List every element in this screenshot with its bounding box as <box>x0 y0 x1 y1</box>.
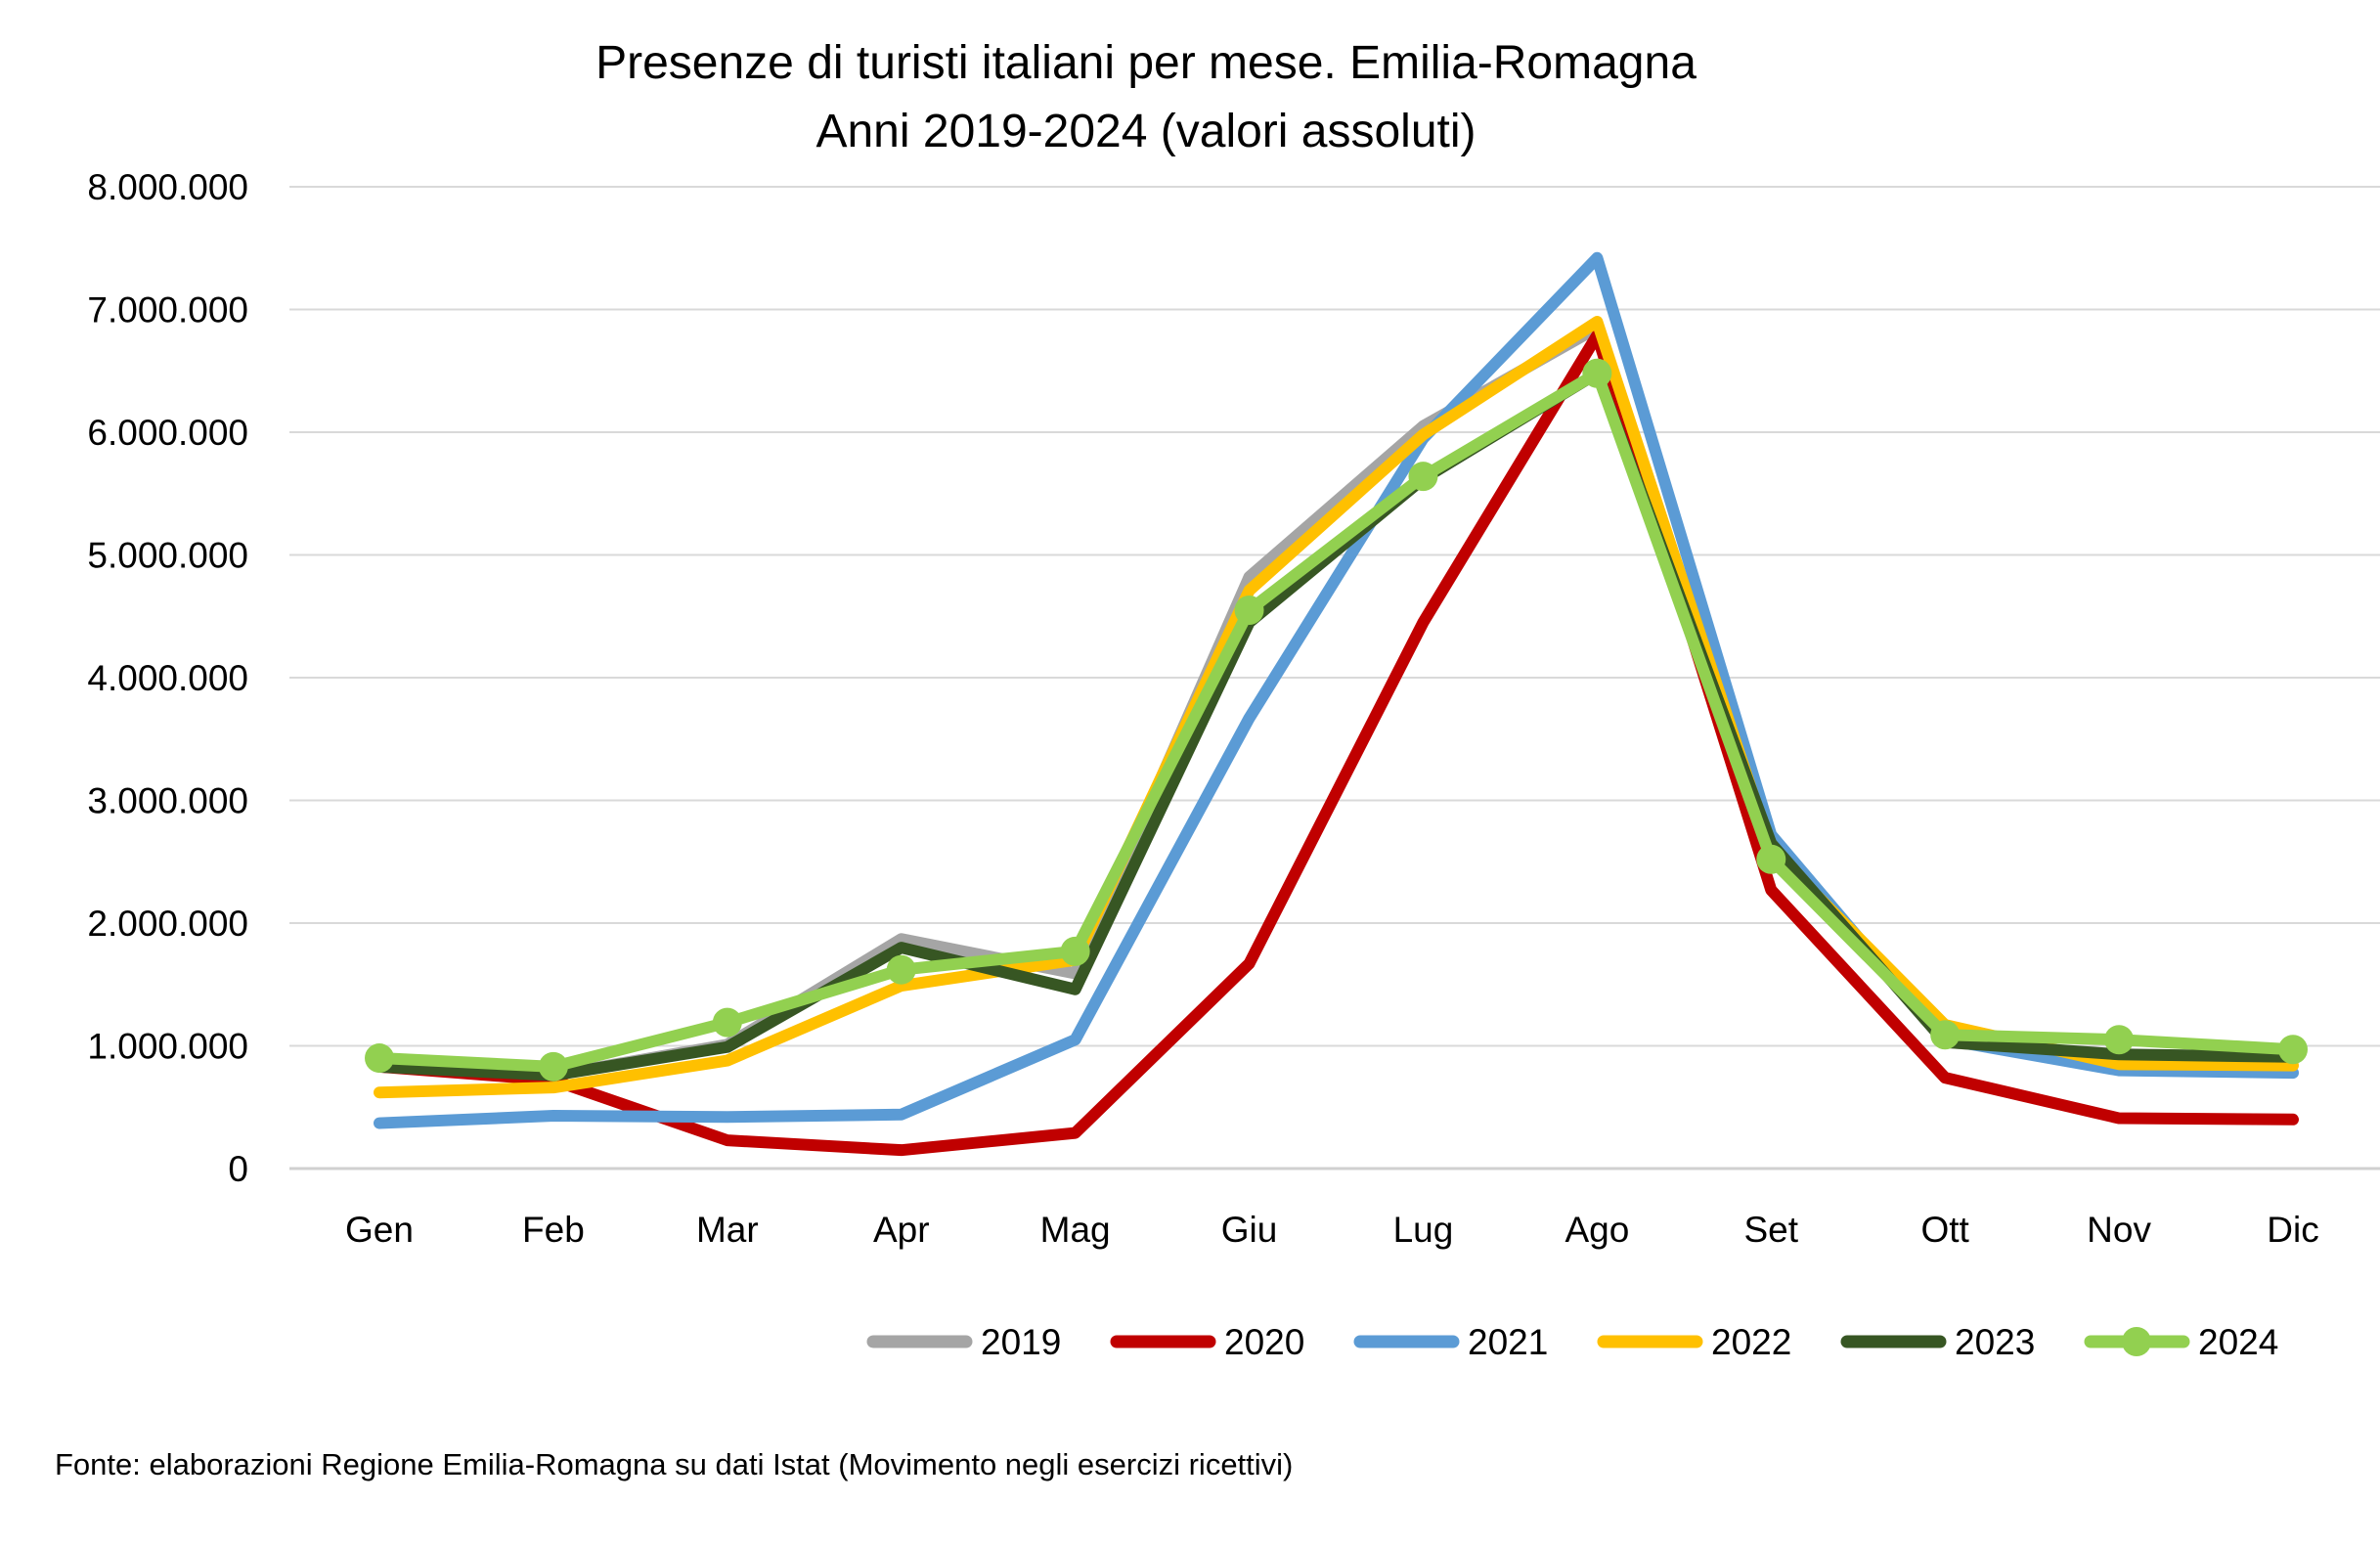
y-tick-label: 5.000.000 <box>87 536 248 576</box>
series-line-2021 <box>374 251 2299 1129</box>
data-point <box>2104 1025 2135 1055</box>
y-tick-label: 7.000.000 <box>87 290 248 331</box>
data-point <box>1234 595 1264 625</box>
y-tick-label: 4.000.000 <box>87 658 248 698</box>
legend-label: 2024 <box>2198 1322 2278 1362</box>
legend-label: 2022 <box>1711 1322 1791 1362</box>
x-tick-label: Mag <box>1040 1210 1111 1250</box>
data-point <box>1582 358 1612 388</box>
legend-item-2020: 2020 <box>1110 1322 1304 1362</box>
series-2023 <box>374 367 2299 1082</box>
source-note: Fonte: elaborazioni Regione Emilia-Romag… <box>55 1447 1294 1481</box>
x-tick-label: Ott <box>1921 1210 1970 1250</box>
data-point <box>538 1051 568 1082</box>
x-tick-label: Dic <box>2267 1210 2318 1250</box>
y-tick-label: 3.000.000 <box>87 781 248 821</box>
legend-marker <box>2122 1327 2151 1356</box>
x-tick-label: Mar <box>696 1210 759 1250</box>
legend: 2019 2020 2021 2022 2023 2024 <box>866 1322 2278 1362</box>
x-tick-label: Lug <box>1393 1210 1454 1250</box>
y-tick-label: 2.000.000 <box>87 904 248 944</box>
x-tick-label: Apr <box>873 1210 930 1250</box>
data-point <box>886 954 916 985</box>
series-line-2024 <box>374 367 2299 1073</box>
chart-subtitle: Anni 2019-2024 (valori assoluti) <box>815 106 1476 157</box>
series-2024 <box>365 358 2308 1082</box>
series-2020 <box>374 329 2299 1157</box>
data-point <box>365 1043 394 1074</box>
y-axis-ticks: 0 1.000.000 2.000.000 3.000.000 4.000.000 5.0… <box>87 167 248 1189</box>
legend-label: 2021 <box>1468 1322 1548 1362</box>
data-point <box>1930 1020 1961 1050</box>
legend-item-2022: 2022 <box>1597 1322 1791 1362</box>
data-point <box>1408 462 1438 492</box>
series-line-2023 <box>374 367 2299 1082</box>
x-tick-label: Nov <box>2087 1210 2151 1250</box>
y-tick-label: 8.000.000 <box>87 167 248 207</box>
data-point <box>1060 936 1090 966</box>
legend-label: 2023 <box>1955 1322 2035 1362</box>
x-tick-label: Feb <box>522 1210 585 1250</box>
data-point <box>1756 844 1786 874</box>
y-tick-label: 1.000.000 <box>87 1027 248 1067</box>
series-2019 <box>374 322 2299 1082</box>
series-2022 <box>374 316 2299 1099</box>
series-line-2022 <box>374 316 2299 1099</box>
series-line-2019 <box>374 322 2299 1082</box>
x-axis-ticks: Gen Feb Mar Apr Mag Giu Lug Ago Set Ott Nov Dic <box>345 1210 2319 1250</box>
series-2021 <box>374 251 2299 1129</box>
x-tick-label: Gen <box>345 1210 414 1250</box>
legend-item-2021: 2021 <box>1353 1322 1548 1362</box>
chart-title: Presenze di turisti italiani per mese. E… <box>595 37 1697 89</box>
x-tick-label: Ago <box>1565 1210 1629 1250</box>
legend-item-2023: 2023 <box>1840 1322 2035 1362</box>
y-tick-label: 6.000.000 <box>87 413 248 453</box>
legend-item-2019: 2019 <box>866 1322 1061 1362</box>
series-line-2020 <box>374 329 2299 1157</box>
data-point <box>712 1007 742 1038</box>
x-tick-label: Set <box>1743 1210 1798 1250</box>
y-tick-label: 0 <box>228 1149 248 1189</box>
gridlines <box>289 186 2380 1171</box>
legend-label: 2020 <box>1224 1322 1304 1362</box>
series-group <box>365 251 2308 1157</box>
legend-label: 2019 <box>981 1322 1061 1362</box>
data-point <box>2278 1035 2308 1065</box>
x-tick-label: Giu <box>1221 1210 1278 1250</box>
legend-item-2024: 2024 <box>2084 1322 2278 1362</box>
